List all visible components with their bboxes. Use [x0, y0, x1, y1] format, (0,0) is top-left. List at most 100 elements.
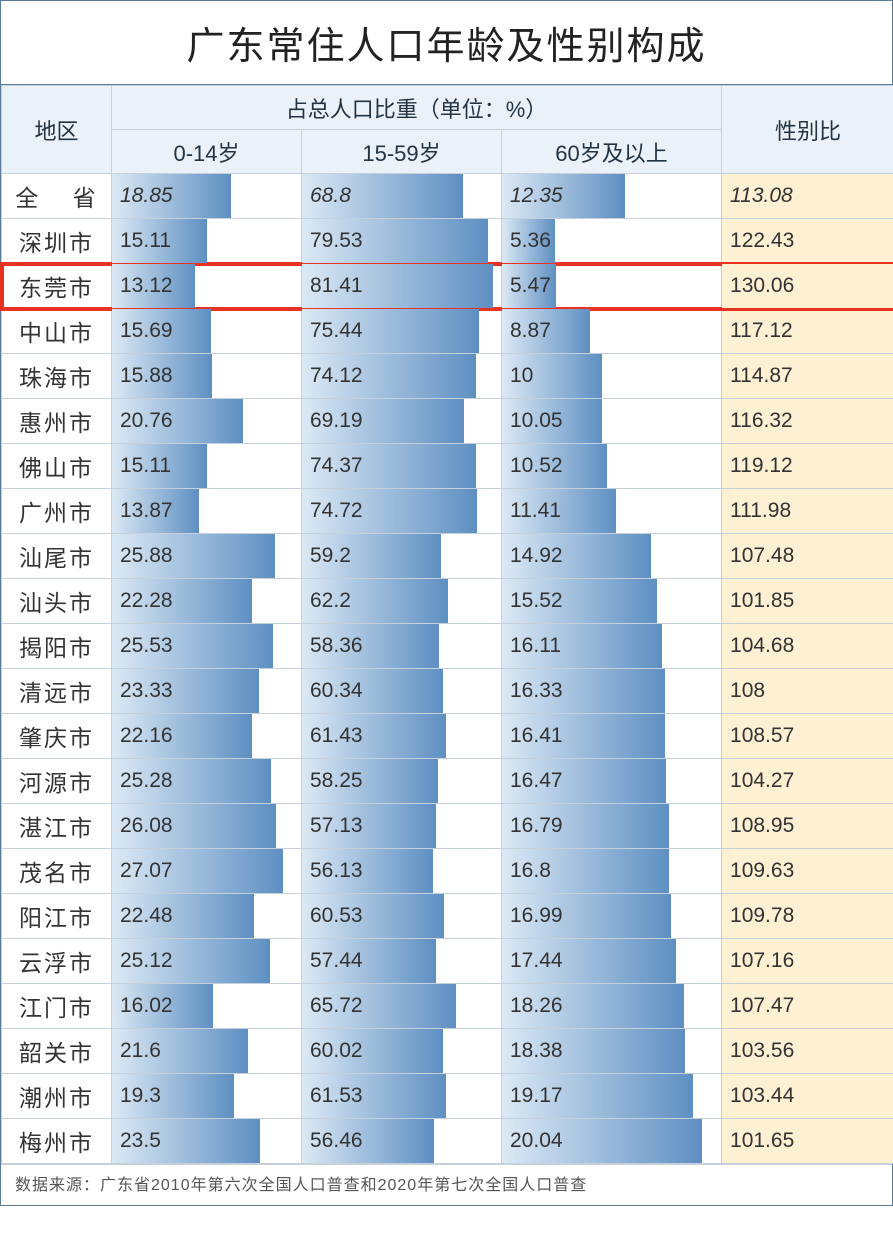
cell-age-0-14: 20.76 — [112, 399, 302, 444]
value-age-15-59: 58.36 — [302, 624, 501, 668]
cell-age-0-14: 19.3 — [112, 1074, 302, 1119]
cell-age-0-14: 16.02 — [112, 984, 302, 1029]
value-age-15-59: 75.44 — [302, 309, 501, 353]
table-row: 河源市25.2858.2516.47104.27 — [2, 759, 893, 804]
cell-age-60-plus: 11.41 — [502, 489, 722, 534]
value-age-60-plus: 16.11 — [502, 624, 721, 668]
value-age-15-59: 68.8 — [302, 174, 501, 218]
value-age-15-59: 56.13 — [302, 849, 501, 893]
value-age-60-plus: 10 — [502, 354, 721, 398]
cell-ratio: 130.06 — [722, 264, 893, 309]
cell-region: 阳江市 — [2, 894, 112, 939]
value-age-60-plus: 8.87 — [502, 309, 721, 353]
cell-age-60-plus: 18.38 — [502, 1029, 722, 1074]
table-container: 广东常住人口年龄及性别构成 地区 占总人口比重（单位：%） 性别比 0-14岁 … — [0, 0, 893, 1206]
value-age-0-14: 15.69 — [112, 309, 301, 353]
cell-age-0-14: 27.07 — [112, 849, 302, 894]
cell-ratio: 104.27 — [722, 759, 893, 804]
cell-region: 珠海市 — [2, 354, 112, 399]
value-age-0-14: 26.08 — [112, 804, 301, 848]
cell-region: 清远市 — [2, 669, 112, 714]
cell-age-0-14: 23.33 — [112, 669, 302, 714]
cell-age-15-59: 56.46 — [302, 1119, 502, 1164]
table-title: 广东常住人口年龄及性别构成 — [1, 1, 892, 85]
cell-age-0-14: 23.5 — [112, 1119, 302, 1164]
cell-age-60-plus: 20.04 — [502, 1119, 722, 1164]
cell-ratio: 104.68 — [722, 624, 893, 669]
cell-age-15-59: 60.34 — [302, 669, 502, 714]
value-age-60-plus: 15.52 — [502, 579, 721, 623]
cell-ratio: 107.16 — [722, 939, 893, 984]
value-age-60-plus: 12.35 — [502, 174, 721, 218]
cell-age-15-59: 65.72 — [302, 984, 502, 1029]
value-age-60-plus: 16.41 — [502, 714, 721, 758]
cell-age-60-plus: 10.52 — [502, 444, 722, 489]
cell-ratio: 101.85 — [722, 579, 893, 624]
cell-age-15-59: 56.13 — [302, 849, 502, 894]
value-age-0-14: 27.07 — [112, 849, 301, 893]
cell-region: 江门市 — [2, 984, 112, 1029]
cell-region: 韶关市 — [2, 1029, 112, 1074]
value-age-0-14: 13.87 — [112, 489, 301, 533]
cell-region: 湛江市 — [2, 804, 112, 849]
cell-ratio: 107.48 — [722, 534, 893, 579]
value-age-15-59: 58.25 — [302, 759, 501, 803]
header-col-b: 15-59岁 — [302, 130, 502, 174]
value-age-60-plus: 16.47 — [502, 759, 721, 803]
value-age-0-14: 21.6 — [112, 1029, 301, 1073]
table-row: 汕头市22.2862.215.52101.85 — [2, 579, 893, 624]
cell-region: 肇庆市 — [2, 714, 112, 759]
table-row: 阳江市22.4860.5316.99109.78 — [2, 894, 893, 939]
cell-ratio: 109.63 — [722, 849, 893, 894]
value-age-60-plus: 16.8 — [502, 849, 721, 893]
table-row: 揭阳市25.5358.3616.11104.68 — [2, 624, 893, 669]
table-row: 韶关市21.660.0218.38103.56 — [2, 1029, 893, 1074]
cell-region: 中山市 — [2, 309, 112, 354]
value-age-15-59: 60.02 — [302, 1029, 501, 1073]
cell-region: 云浮市 — [2, 939, 112, 984]
cell-age-15-59: 61.43 — [302, 714, 502, 759]
cell-ratio: 113.08 — [722, 174, 893, 219]
cell-age-0-14: 26.08 — [112, 804, 302, 849]
value-age-0-14: 25.28 — [112, 759, 301, 803]
value-age-15-59: 60.53 — [302, 894, 501, 938]
value-age-0-14: 18.85 — [112, 174, 301, 218]
cell-region: 河源市 — [2, 759, 112, 804]
table-row: 肇庆市22.1661.4316.41108.57 — [2, 714, 893, 759]
cell-ratio: 103.56 — [722, 1029, 893, 1074]
cell-age-0-14: 15.11 — [112, 219, 302, 264]
cell-age-60-plus: 16.33 — [502, 669, 722, 714]
value-age-15-59: 65.72 — [302, 984, 501, 1028]
header-group-title: 占总人口比重（单位：%） — [112, 86, 722, 130]
cell-age-15-59: 58.25 — [302, 759, 502, 804]
value-age-60-plus: 18.26 — [502, 984, 721, 1028]
value-age-60-plus: 5.47 — [502, 264, 721, 308]
value-age-0-14: 15.11 — [112, 444, 301, 488]
cell-age-60-plus: 16.11 — [502, 624, 722, 669]
value-age-60-plus: 19.17 — [502, 1074, 721, 1118]
table-row: 佛山市15.1174.3710.52119.12 — [2, 444, 893, 489]
cell-age-60-plus: 16.8 — [502, 849, 722, 894]
value-age-15-59: 79.53 — [302, 219, 501, 263]
header-col-c: 60岁及以上 — [502, 130, 722, 174]
table-row: 茂名市27.0756.1316.8109.63 — [2, 849, 893, 894]
cell-age-0-14: 25.12 — [112, 939, 302, 984]
table-row: 全 省18.8568.812.35113.08 — [2, 174, 893, 219]
cell-age-0-14: 25.28 — [112, 759, 302, 804]
value-age-0-14: 23.5 — [112, 1119, 301, 1163]
cell-ratio: 111.98 — [722, 489, 893, 534]
table-row: 云浮市25.1257.4417.44107.16 — [2, 939, 893, 984]
table-row: 广州市13.8774.7211.41111.98 — [2, 489, 893, 534]
cell-ratio: 107.47 — [722, 984, 893, 1029]
cell-age-15-59: 79.53 — [302, 219, 502, 264]
cell-age-15-59: 74.12 — [302, 354, 502, 399]
cell-age-60-plus: 10.05 — [502, 399, 722, 444]
value-age-60-plus: 11.41 — [502, 489, 721, 533]
cell-age-15-59: 61.53 — [302, 1074, 502, 1119]
cell-ratio: 108 — [722, 669, 893, 714]
cell-region: 广州市 — [2, 489, 112, 534]
cell-ratio: 117.12 — [722, 309, 893, 354]
value-age-0-14: 25.53 — [112, 624, 301, 668]
value-age-0-14: 25.88 — [112, 534, 301, 578]
table-row: 惠州市20.7669.1910.05116.32 — [2, 399, 893, 444]
